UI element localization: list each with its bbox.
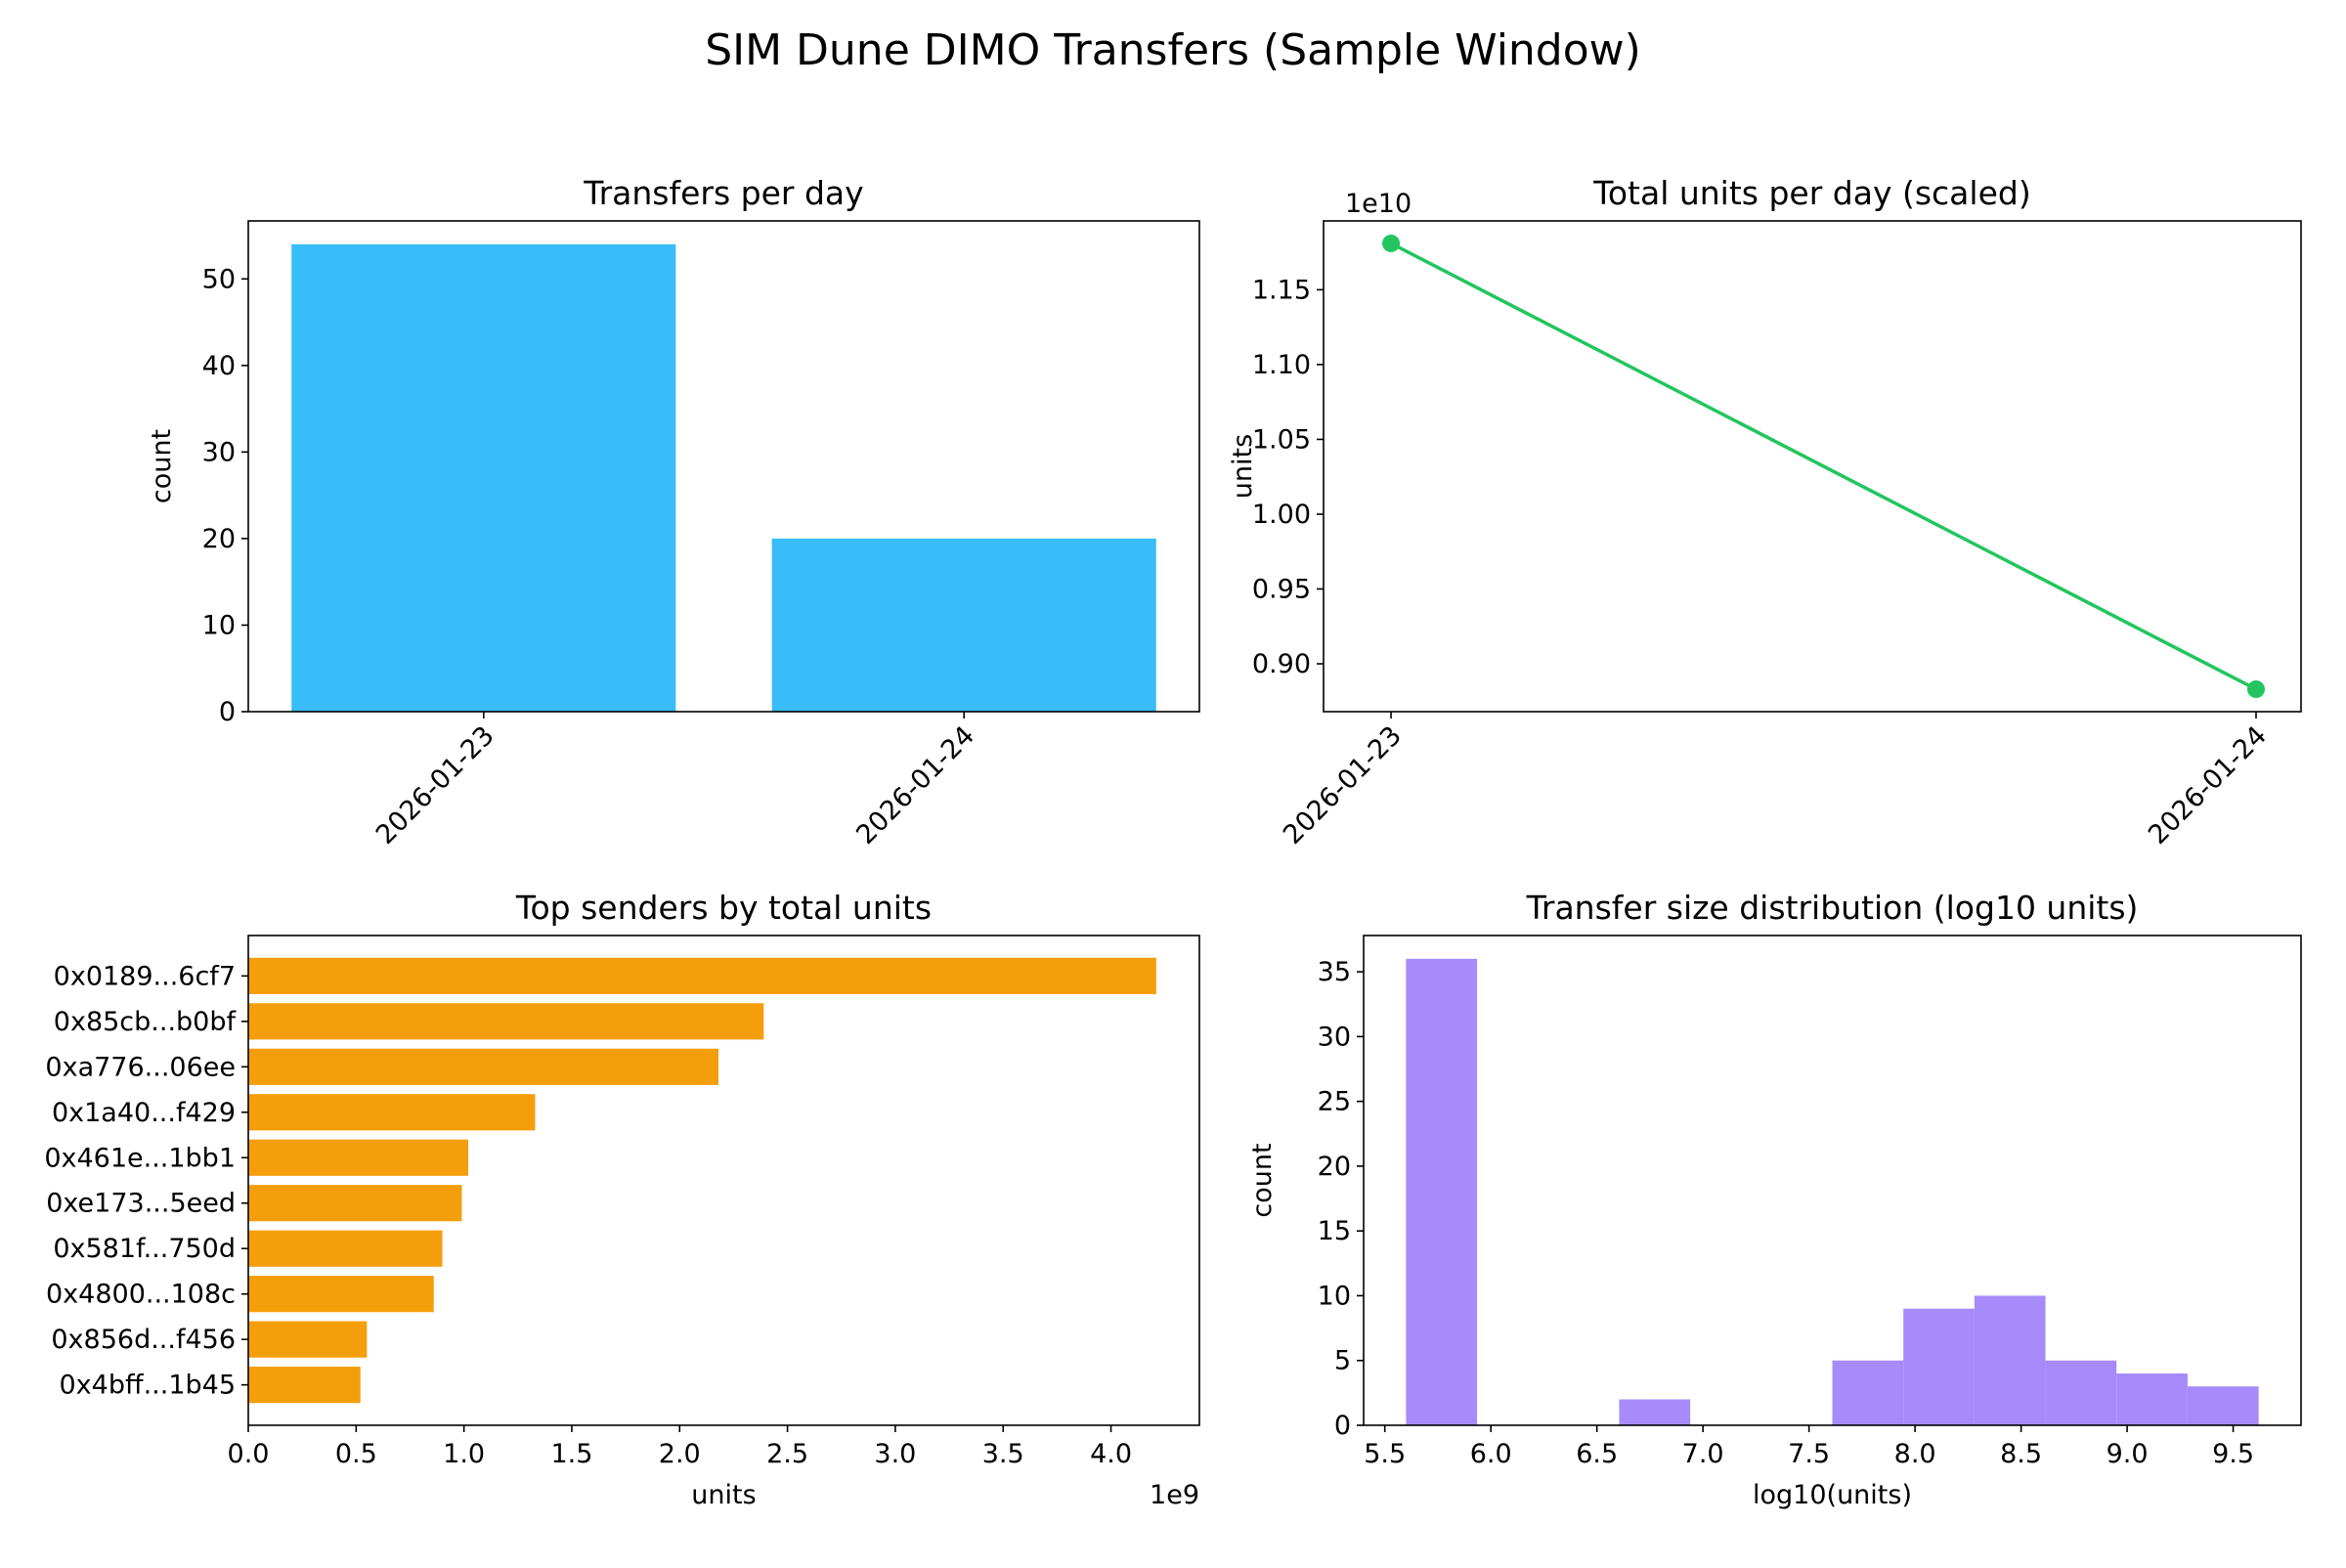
y-tick-label: 0x581f...750d (53, 1234, 236, 1264)
series-line (1390, 241, 2257, 691)
histogram-bar-7 (1903, 1308, 1975, 1425)
data-point-2026-01-24 (2246, 680, 2265, 699)
x-tick-label: 3.5 (982, 1439, 1024, 1469)
y-tick-label: 0x85cb...b0bf (54, 1007, 238, 1037)
y-tick-label: 15 (1318, 1216, 1351, 1246)
y-tick-label: 10 (202, 610, 236, 640)
bar-0x4800...108c (248, 1276, 434, 1313)
axes-frame (1363, 935, 2302, 1426)
x-tick-label: 8.5 (2000, 1439, 2042, 1469)
figure-title: SIM Dune DIMO Transfers (Sample Window) (705, 25, 1641, 75)
y-axis-label: count (147, 429, 177, 503)
y-tick-label: 0x461e...1bb1 (44, 1143, 236, 1173)
x-tick-label: 0.0 (228, 1439, 270, 1469)
y-tick-label: 1.05 (1252, 424, 1311, 455)
y-tick-label: 0xe173...5eed (46, 1189, 236, 1219)
chart-transfers-per-day: 2026-01-23 2026-01-24 0 10 20 30 40 50 Transfers… (147, 174, 1200, 850)
histogram-bar-6 (1832, 1360, 1904, 1425)
y-tick-label: 0xa776...06ee (45, 1052, 236, 1082)
y-tick-label: 10 (1318, 1281, 1351, 1311)
axes-frame (1323, 220, 2302, 713)
y-tick-label: 0x4800...108c (46, 1280, 236, 1310)
y-tick-label: 1.10 (1252, 350, 1311, 380)
histogram-bar-11 (2187, 1386, 2259, 1425)
x-axis-label: units (691, 1480, 756, 1510)
bar-2026-01-24 (771, 538, 1156, 712)
x-tick-label: 2.0 (659, 1439, 701, 1469)
bar-0x4bff...1b45 (248, 1367, 361, 1404)
histogram-bar-3 (1619, 1399, 1691, 1425)
x-tick-label: 4.0 (1090, 1439, 1132, 1469)
x-tick-label: 6.5 (1576, 1439, 1618, 1469)
bar-0x85cb...b0bf (248, 1003, 764, 1040)
axes-frame (247, 220, 1200, 713)
y-tick-label: 0 (1334, 1411, 1351, 1441)
y-tick-label: 35 (1318, 957, 1351, 987)
bar-0x1a40...f429 (248, 1094, 536, 1131)
y-tick-label: 25 (1318, 1087, 1351, 1117)
y-tick-label: 0x1a40...f429 (52, 1098, 236, 1128)
y-tick-label: 0x4bff...1b45 (60, 1371, 237, 1401)
y-tick-label: 20 (202, 524, 236, 554)
subplot-title: Total units per day (scaled) (1592, 174, 2030, 212)
y-tick-label: 5 (1334, 1346, 1351, 1376)
chart-total-units-per-day: 2026-01-23 2026-01-24 0.90 0.95 1.00 1.05 1.10… (1228, 174, 2302, 850)
bar-0xa776...06ee (248, 1048, 718, 1085)
y-tick-label: 0 (219, 697, 236, 727)
histogram-bar-9 (2045, 1360, 2117, 1425)
x-tick-label: 5.5 (1364, 1439, 1406, 1469)
y-tick-label: 1.00 (1252, 500, 1311, 530)
y-tick-label: 0x856d...f456 (51, 1325, 236, 1355)
chart-top-senders: 0.0 0.5 1.0 1.5 2.0 2.5 3.0 3.5 4.0 0x0189...6cf7… (44, 889, 1200, 1510)
y-tick-label: 0.95 (1252, 575, 1311, 605)
y-tick-label: 0.90 (1252, 649, 1311, 679)
x-tick-label: 2.5 (766, 1439, 808, 1469)
x-tick-label: 8.0 (1894, 1439, 1936, 1469)
bar-0x856d...f456 (248, 1321, 368, 1358)
y-tick-label: 30 (202, 437, 236, 467)
offset-text: 1e9 (1150, 1480, 1199, 1510)
y-tick-label: 1.15 (1252, 275, 1311, 305)
x-tick-label: 1.5 (550, 1439, 592, 1469)
y-tick-label: 50 (202, 264, 236, 294)
histogram-bar-10 (2116, 1372, 2188, 1425)
chart-transfer-size-distribution: 5.5 6.0 6.5 7.0 7.5 8.0 8.5 9.0 9.5 0 5 10 15 20 25 30 3… (1247, 889, 2302, 1510)
bar-0x461e...1bb1 (248, 1139, 469, 1176)
x-tick-label: 1.0 (443, 1439, 485, 1469)
subplot-title: Transfers per day (583, 174, 863, 212)
data-point-2026-01-23 (1382, 234, 1401, 252)
x-tick-label: 9.5 (2212, 1439, 2254, 1469)
offset-text: 1e10 (1345, 189, 1412, 219)
y-axis-label: count (1247, 1143, 1278, 1217)
x-axis-label: log10(units) (1753, 1480, 1912, 1510)
x-tick-label: 2026-01-24 (2143, 720, 2273, 850)
x-tick-label: 0.5 (335, 1439, 377, 1469)
histogram-bar-8 (1974, 1295, 2046, 1425)
x-tick-label: 3.0 (874, 1439, 916, 1469)
bar-0xe173...5eed (248, 1185, 462, 1222)
histogram-bar-0 (1406, 958, 1478, 1425)
y-tick-label: 20 (1318, 1152, 1351, 1182)
y-tick-label: 40 (202, 351, 236, 381)
subplot-title: Transfer size distribution (log10 units) (1526, 889, 2139, 927)
bar-0x0189...6cf7 (248, 957, 1156, 994)
x-tick-label: 2026-01-23 (370, 720, 500, 850)
x-tick-label: 9.0 (2107, 1439, 2149, 1469)
y-axis-label: units (1228, 434, 1258, 499)
x-tick-label: 6.0 (1470, 1439, 1512, 1469)
axes-frame (247, 935, 1200, 1426)
x-tick-label: 2026-01-24 (850, 720, 980, 850)
x-tick-label: 2026-01-23 (1278, 720, 1408, 850)
bar-0x581f...750d (248, 1230, 443, 1267)
y-tick-label: 0x0189...6cf7 (54, 961, 236, 991)
x-tick-label: 7.5 (1788, 1439, 1830, 1469)
bar-2026-01-23 (291, 243, 676, 712)
y-tick-label: 30 (1318, 1022, 1351, 1052)
x-tick-label: 7.0 (1682, 1439, 1724, 1469)
subplot-title: Top senders by total units (515, 889, 932, 927)
